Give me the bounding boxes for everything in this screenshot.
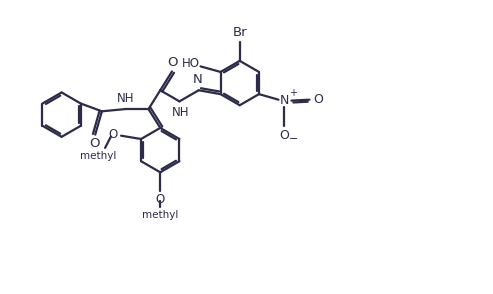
Text: O: O — [89, 137, 100, 150]
Text: HO: HO — [181, 57, 199, 70]
Text: O: O — [313, 93, 323, 106]
Text: Br: Br — [232, 26, 247, 39]
Text: +: + — [289, 88, 297, 98]
Text: O: O — [279, 129, 289, 142]
Text: NH: NH — [117, 91, 135, 104]
Text: NH: NH — [172, 106, 189, 119]
Text: −: − — [288, 134, 298, 144]
Text: N: N — [193, 73, 203, 86]
Text: O: O — [168, 56, 178, 69]
Text: O: O — [156, 193, 165, 206]
Text: N: N — [280, 94, 289, 107]
Text: methyl: methyl — [80, 151, 117, 161]
Text: O: O — [108, 128, 117, 141]
Text: methyl: methyl — [142, 211, 178, 220]
